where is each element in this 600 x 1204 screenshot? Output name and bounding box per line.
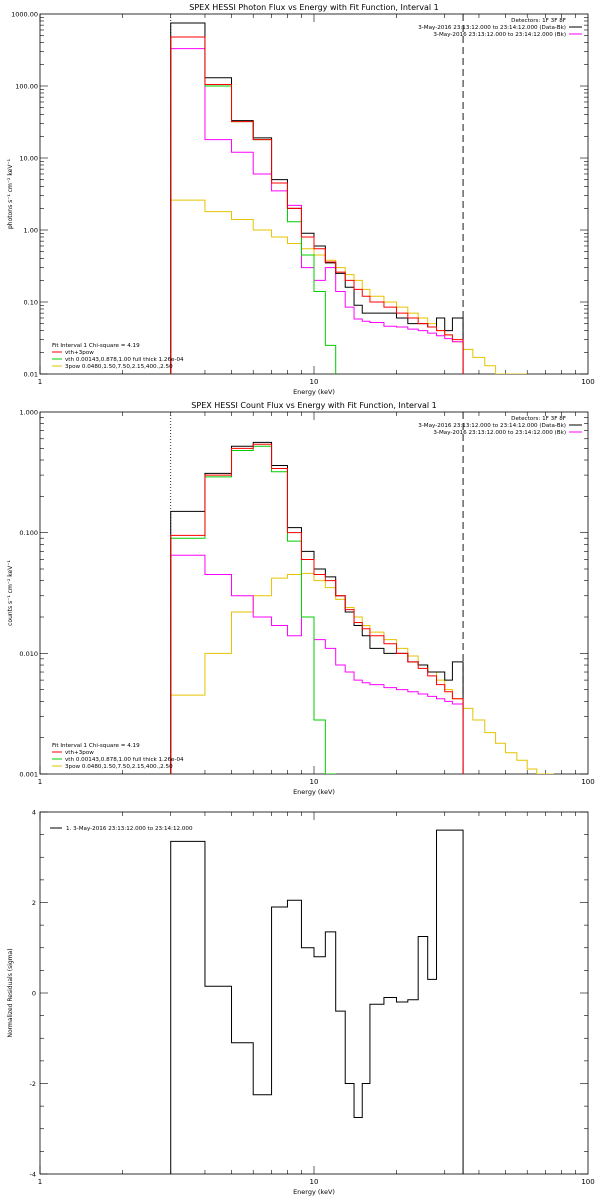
x-axis-label: Energy (keV): [293, 788, 335, 796]
fit-legend-entry: vth 0.00143,0.878,1.00 full thick 1.26e-…: [65, 757, 184, 763]
y-tick-label: 0.10: [24, 299, 38, 307]
x-tick-label: 10: [310, 778, 319, 786]
fit-legend-header: Fit Interval 1 Chi-square = 4.19: [52, 343, 140, 349]
fit-legend-header: Fit Interval 1 Chi-square = 4.19: [52, 743, 140, 749]
fit-legend-entry: vth+3pow: [65, 350, 94, 356]
legend-entry: 3-May-2016 23:13:12.000 to 23:14:12.000 …: [433, 430, 566, 436]
plot-area: [170, 829, 464, 1174]
plot-frame: [39, 811, 589, 1175]
series-1-3-may-2016-23-13-12-000-to-23-14-12-000: [170, 829, 464, 1174]
legend-entry: 3-May-2016 23:13:12.000 to 23:14:12.000 …: [418, 423, 566, 429]
series-vth: [170, 36, 337, 374]
y-tick-label: 0.001: [19, 771, 38, 779]
fit-legend-entry: 3pow 0.0480,1.50,7.50,2.15,400.,2.50: [65, 764, 173, 770]
series-bk: [170, 48, 464, 374]
series-bk: [170, 554, 464, 774]
x-tick-label: 100: [581, 1178, 594, 1186]
legend-entry: Detectors: 1F 3F 8F: [511, 18, 566, 24]
y-tick-label: 0.100: [19, 529, 38, 537]
plot-area: [170, 14, 528, 374]
panel-1: 1 10 100 1000.00 100.00 10.00 1.00 0.10 0.01 SPEX…: [7, 3, 595, 396]
panel-3: 1 10 100 4 2 0 -2 -4 Energy (keV) Normalized Resi…: [7, 809, 595, 1197]
series-data-bk: [170, 441, 464, 774]
legend-entry: Detectors: 1F 3F 8F: [511, 416, 566, 422]
y-tick-label: 1.00: [24, 227, 38, 235]
plot-frame: [39, 13, 589, 375]
y-axis-label: Normalized Residuals (sigma): [7, 948, 14, 1037]
y-tick-label: -2: [30, 1080, 36, 1088]
y-tick-label: 10.00: [19, 155, 38, 163]
y-tick-label: 2: [32, 899, 36, 907]
y-tick-label: 0.01: [24, 371, 38, 379]
legend-entry: 3-May-2016 23:13:12.000 to 23:14:12.000 …: [433, 32, 566, 38]
x-tick-label: 100: [581, 378, 594, 386]
y-tick-label: 1.000: [19, 409, 38, 417]
x-tick-label: 10: [310, 1178, 319, 1186]
y-tick-label: 100.00: [15, 83, 38, 91]
fit-legend-entry: 3pow 0.0480,1.50,7.50,2.15,400.,2.50: [65, 364, 173, 370]
panel-2: 1 10 100 1.000 0.100 0.010 0.001 SPEX HESSI Cou…: [7, 401, 595, 796]
series-data-bk: [170, 22, 464, 374]
series-vth-3pow: [170, 36, 464, 374]
fit-legend-entry: vth+3pow: [65, 750, 94, 756]
y-tick-label: 1000.00: [11, 11, 38, 19]
y-tick-label: -4: [30, 1171, 36, 1179]
y-tick-label: 4: [32, 809, 36, 817]
series-3pow: [170, 572, 554, 774]
series-vth-3pow: [170, 443, 464, 774]
x-tick-label: 1: [38, 778, 42, 786]
legend-entry: 1. 3-May-2016 23:13:12.000 to 23:14:12.0…: [66, 826, 193, 832]
fit-legend-entry: vth 0.00143,0.878,1.00 full thick 1.26e-…: [65, 357, 184, 363]
chart-title: SPEX HESSI Photon Flux vs Energy with Fi…: [189, 3, 439, 12]
x-tick-label: 1: [38, 1178, 42, 1186]
plot-area: [170, 412, 554, 774]
x-tick-label: 100: [581, 778, 594, 786]
y-tick-label: 0: [32, 990, 36, 998]
x-axis-label: Energy (keV): [293, 388, 335, 396]
x-tick-label: 10: [310, 378, 319, 386]
chart-title: SPEX HESSI Count Flux vs Energy with Fit…: [191, 401, 436, 410]
legend-entry: 3-May-2016 23:13:12.000 to 23:14:12.000 …: [418, 25, 566, 31]
y-axis-label: counts s⁻¹ cm⁻² keV⁻¹: [7, 560, 14, 626]
x-axis-label: Energy (keV): [293, 1188, 335, 1196]
y-axis-label: photons s⁻¹ cm⁻² keV⁻¹: [7, 158, 14, 229]
x-tick-label: 1: [38, 378, 42, 386]
y-tick-label: 0.010: [19, 650, 38, 658]
